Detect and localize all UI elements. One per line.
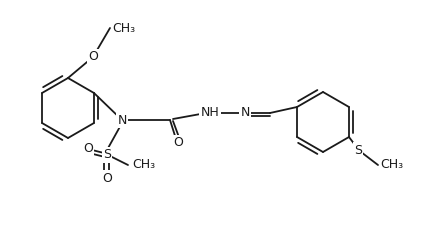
Text: N: N xyxy=(117,114,127,126)
Text: CH₃: CH₃ xyxy=(132,158,155,172)
Text: NH: NH xyxy=(201,106,219,119)
Text: CH₃: CH₃ xyxy=(112,22,135,35)
Text: CH₃: CH₃ xyxy=(380,158,403,172)
Text: S: S xyxy=(103,148,111,161)
Text: N: N xyxy=(240,106,249,119)
Text: O: O xyxy=(88,50,98,64)
Text: S: S xyxy=(354,143,362,156)
Text: O: O xyxy=(83,141,93,155)
Text: O: O xyxy=(173,136,183,150)
Text: O: O xyxy=(102,172,112,185)
